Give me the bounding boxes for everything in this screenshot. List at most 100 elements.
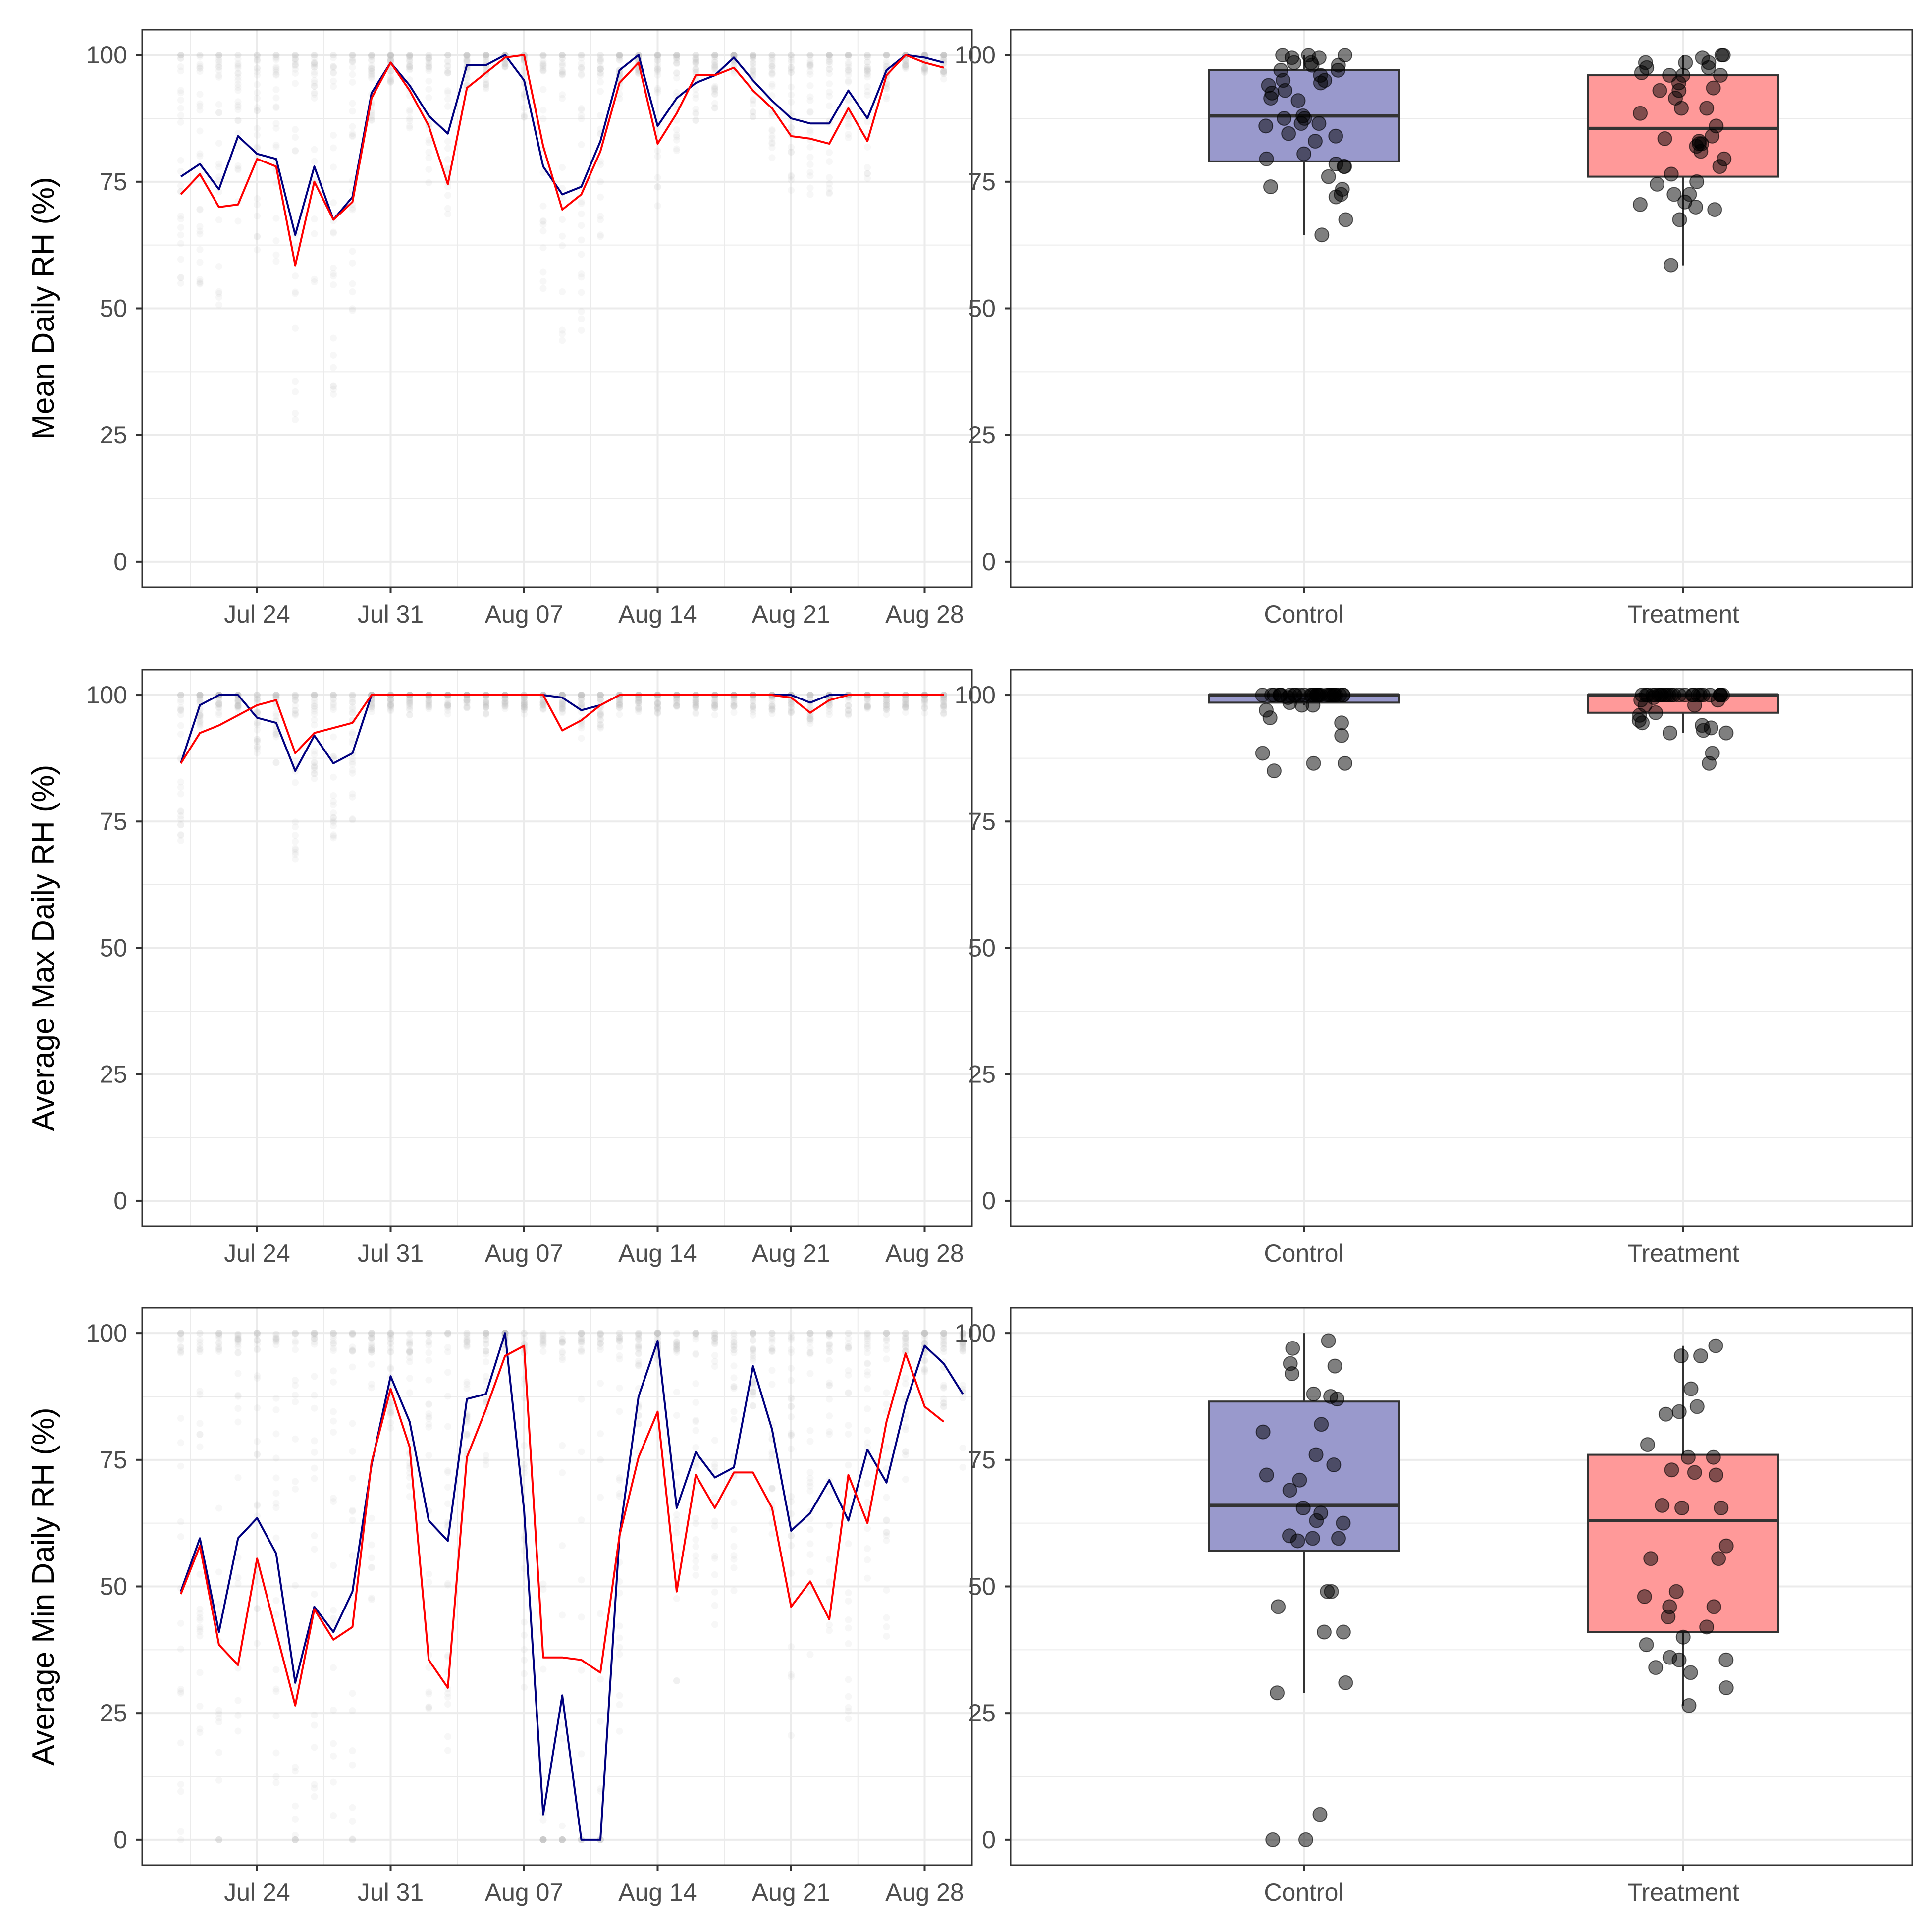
sensor-reading-point: [616, 704, 623, 711]
sensor-reading-point: [635, 1336, 642, 1343]
sensor-reading-point: [463, 1336, 471, 1343]
sensor-reading-point: [539, 285, 547, 292]
sensor-reading-point: [234, 162, 242, 169]
sensor-reading-point: [406, 52, 413, 59]
sensor-reading-point: [483, 81, 489, 88]
sensor-reading-point: [902, 1426, 909, 1433]
series-line: [180, 694, 944, 764]
sensor-reading-point: [444, 1701, 451, 1708]
sensor-reading-point: [483, 1330, 489, 1337]
sensor-reading-point: [711, 66, 718, 73]
sensor-reading-point: [521, 710, 528, 718]
sensor-reading-point: [940, 702, 947, 709]
sensor-reading-point: [788, 698, 795, 706]
sensor-reading-point: [826, 189, 833, 196]
sensor-reading-point: [845, 61, 852, 68]
sensor-reading-point: [215, 1836, 222, 1843]
sensor-reading-point: [673, 116, 680, 124]
sensor-reading-point: [711, 1437, 718, 1444]
sensor-reading-point: [559, 1338, 566, 1345]
jitter-point: [1321, 1333, 1336, 1348]
sensor-reading-point: [597, 1380, 604, 1387]
sensor-reading-point: [711, 1363, 718, 1370]
sensor-reading-point: [292, 378, 299, 385]
jitter-point: [1714, 1500, 1729, 1515]
sensor-reading-point: [311, 1332, 318, 1339]
sensor-reading-point: [387, 1330, 394, 1337]
jitter-point: [1713, 688, 1728, 703]
sensor-reading-point: [330, 1607, 337, 1614]
sensor-reading-point: [750, 101, 756, 108]
sensor-reading-point: [311, 52, 318, 59]
sensor-reading-point: [330, 692, 337, 699]
sensor-reading-point: [539, 700, 547, 707]
sensor-reading-point: [215, 52, 222, 59]
sensor-reading-point: [272, 729, 280, 736]
jitter-point: [1336, 1515, 1351, 1531]
sensor-reading-point: [654, 709, 661, 717]
sensor-reading-point: [368, 1348, 375, 1356]
sensor-reading-point: [215, 1339, 222, 1346]
sensor-reading-point: [883, 85, 890, 92]
sensor-reading-point: [483, 1457, 489, 1464]
x-tick-label: Treatment: [1627, 1239, 1739, 1267]
sensor-reading-point: [902, 61, 909, 68]
sensor-reading-point: [292, 838, 299, 845]
jitter-point: [1306, 688, 1322, 703]
sensor-reading-point: [425, 1339, 432, 1346]
jitter-point: [1699, 1619, 1715, 1635]
sensor-reading-point: [483, 1350, 489, 1358]
sensor-reading-point: [521, 694, 528, 701]
sensor-reading-point: [559, 54, 566, 62]
sensor-reading-point: [406, 1341, 413, 1348]
sensor-reading-point: [425, 1330, 432, 1337]
sensor-reading-point: [826, 701, 833, 709]
sensor-reading-point: [311, 1341, 318, 1348]
x-tick-label: Jul 24: [224, 600, 290, 628]
sensor-reading-point: [483, 1347, 489, 1355]
jitter-point: [1324, 1584, 1339, 1599]
sensor-reading-point: [254, 694, 261, 701]
sensor-reading-point: [826, 190, 833, 197]
sensor-reading-point: [578, 1334, 585, 1341]
sensor-reading-point: [788, 54, 795, 61]
sensor-reading-point: [578, 1346, 585, 1353]
sensor-reading-point: [864, 703, 871, 710]
sensor-reading-point: [559, 1735, 566, 1742]
sensor-reading-point: [902, 695, 909, 702]
sensor-reading-point: [483, 1330, 489, 1337]
sensor-reading-point: [940, 709, 947, 717]
sensor-reading-point: [368, 1346, 375, 1353]
sensor-reading-point: [196, 1729, 204, 1736]
sensor-reading-point: [806, 717, 814, 725]
sensor-reading-point: [750, 52, 756, 59]
sensor-reading-point: [387, 701, 394, 708]
sensor-reading-point: [254, 692, 261, 699]
sensor-reading-point: [521, 698, 528, 706]
sensor-reading-point: [635, 1342, 642, 1349]
jitter-point: [1311, 116, 1327, 131]
sensor-reading-point: [788, 700, 795, 708]
sensor-reading-point: [425, 701, 432, 709]
sensor-reading-point: [463, 1333, 471, 1341]
sensor-reading-point: [406, 63, 413, 71]
sensor-reading-point: [806, 704, 814, 711]
sensor-reading-point: [539, 64, 547, 72]
sensor-reading-point: [559, 326, 566, 334]
sensor-reading-point: [768, 70, 776, 77]
sensor-reading-point: [292, 1338, 299, 1345]
sensor-reading-point: [673, 136, 680, 144]
jitter-point: [1711, 1551, 1726, 1566]
sensor-reading-point: [845, 1704, 852, 1711]
sensor-reading-point: [234, 1392, 242, 1399]
sensor-reading-point: [292, 758, 299, 766]
sensor-reading-point: [940, 697, 947, 704]
sensor-reading-point: [330, 1330, 337, 1337]
sensor-reading-point: [368, 65, 375, 72]
sensor-reading-point: [254, 1451, 261, 1458]
jitter-point: [1287, 55, 1302, 70]
sensor-reading-point: [730, 702, 738, 709]
y-tick-label: 25: [100, 421, 127, 449]
sensor-reading-point: [616, 699, 623, 706]
sensor-reading-point: [597, 696, 604, 703]
